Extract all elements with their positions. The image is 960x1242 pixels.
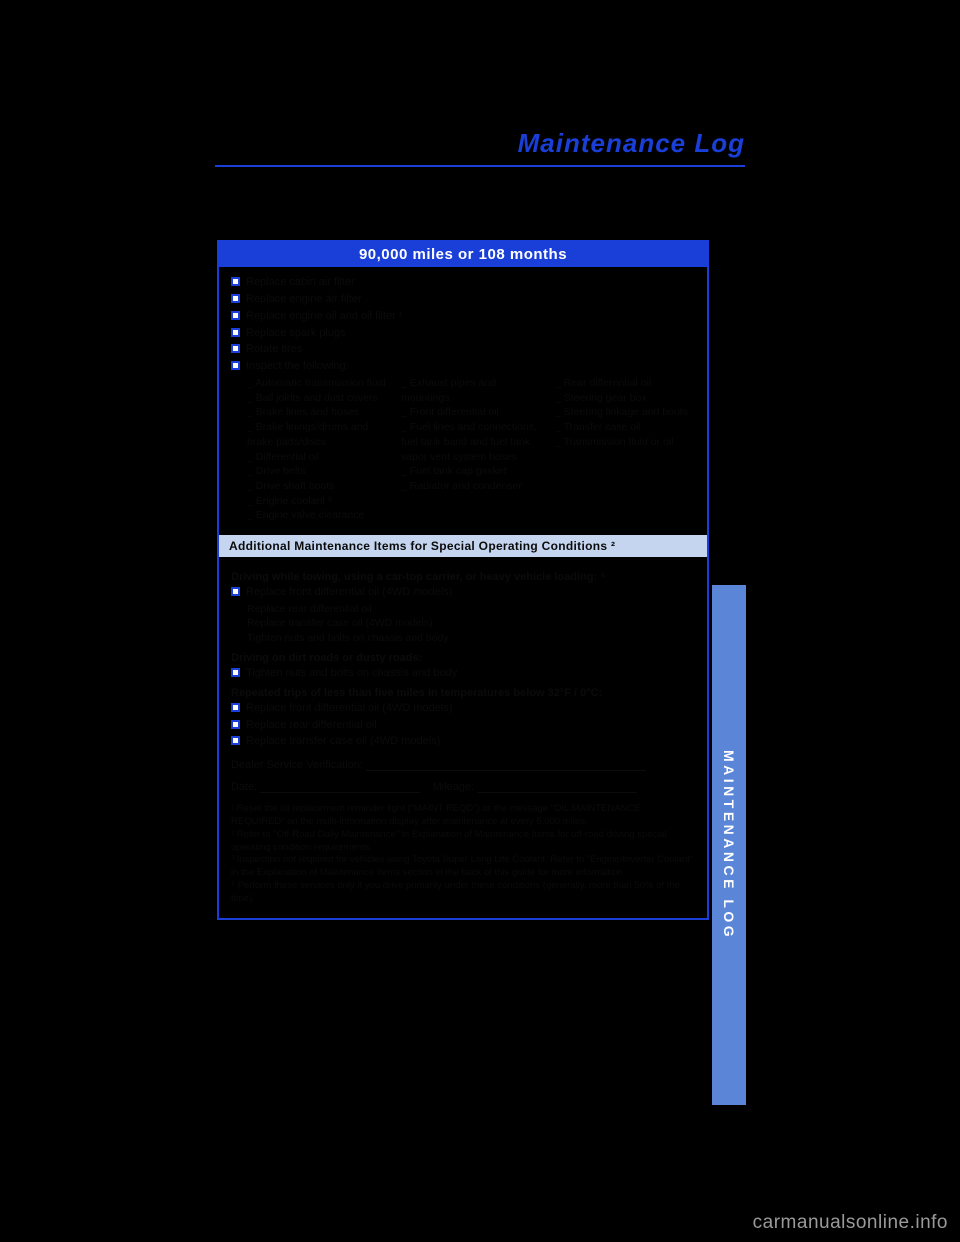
inspect-item: _ Drive shaft boots: [247, 479, 387, 494]
cond-item: Replace rear differential oil: [246, 718, 377, 733]
checkbox-icon[interactable]: [231, 720, 240, 729]
page-title: Maintenance Log: [518, 128, 745, 159]
section-tab: MAINTENANCE LOG: [712, 585, 746, 1105]
date-line[interactable]: [260, 792, 420, 793]
cond-item: Replace transfer case oil (4WD models): [246, 734, 440, 749]
footnote: ⁵ Perform these services only if you dri…: [231, 880, 695, 906]
watermark: carmanualsonline.info: [753, 1212, 948, 1234]
checkbox-icon[interactable]: [231, 736, 240, 745]
inspect-item: _ Differential oil: [247, 450, 387, 465]
header-divider: [215, 165, 745, 167]
cond-item: Replace rear differential oil: [247, 602, 695, 617]
check-item: Replace cabin air filter: [246, 275, 355, 290]
footnote: ³ Inspection not required for vehicles u…: [231, 854, 695, 880]
inspect-item: _ Exhaust pipes and mountings: [401, 376, 541, 405]
special-conditions-body: Driving while towing, using a car-top ca…: [219, 557, 707, 918]
inspect-item: _ Front differential oil: [401, 405, 541, 420]
mileage-banner: 90,000 miles or 108 months: [219, 242, 707, 267]
mileage-line[interactable]: [477, 792, 637, 793]
checkbox-icon[interactable]: [231, 328, 240, 337]
dealer-label: Dealer Service Verification:: [231, 759, 363, 771]
inspect-item: _ Rear differential oil: [555, 376, 695, 391]
inspect-item: _ Radiator and condenser: [401, 479, 541, 494]
cond-item: Tighten nuts and bolts on chassis and bo…: [246, 666, 457, 681]
checkbox-icon[interactable]: [231, 311, 240, 320]
inspect-item: _ Steering linkage and boots: [555, 405, 695, 420]
signature-block: Dealer Service Verification: Date: Milea…: [231, 759, 695, 793]
check-item: Inspect the following:: [246, 359, 349, 374]
checkbox-icon[interactable]: [231, 703, 240, 712]
inspect-item: _ Brake lines and hoses: [247, 405, 387, 420]
inspect-item: _ Engine coolant ³: [247, 494, 387, 509]
footnote: ² Refer to "Off-Road Daily Maintenance" …: [231, 829, 695, 855]
inspect-item: _ Fuel tank cap gasket: [401, 464, 541, 479]
inspect-item: _ Steering gear box: [555, 391, 695, 406]
maintenance-box: 90,000 miles or 108 months Replace cabin…: [217, 240, 709, 920]
inspect-item: _ Drive belts: [247, 464, 387, 479]
checkbox-icon[interactable]: [231, 277, 240, 286]
inspect-item: _ Engine valve clearance: [247, 508, 387, 523]
checkbox-icon[interactable]: [231, 294, 240, 303]
date-label: Date:: [231, 781, 257, 793]
cond-item: Replace front differential oil (4WD mode…: [246, 585, 452, 600]
checkbox-icon[interactable]: [231, 668, 240, 677]
inspect-columns: _ Automatic transmission fluid _ Ball jo…: [247, 376, 695, 523]
footnote: ¹ Reset the oil replacement reminder lig…: [231, 803, 695, 829]
footnotes: ¹ Reset the oil replacement reminder lig…: [231, 803, 695, 906]
checkbox-icon[interactable]: [231, 361, 240, 370]
section-tab-label: MAINTENANCE LOG: [721, 750, 737, 940]
condition-heading: Driving while towing, using a car-top ca…: [231, 571, 695, 583]
cond-item: Replace transfer case oil (4WD models): [247, 616, 695, 631]
inspect-item: _ Brake linings/drums and brake pads/dis…: [247, 420, 387, 449]
check-item: Replace engine oil and oil filter ¹: [246, 309, 403, 324]
checkbox-icon[interactable]: [231, 587, 240, 596]
mileage-label: Mileage:: [433, 781, 475, 793]
inspect-item: _ Automatic transmission fluid: [247, 376, 387, 391]
condition-heading: Repeated trips of less than five miles i…: [231, 687, 695, 699]
check-item: Rotate tires: [246, 342, 302, 357]
inspect-item: _ Transfer case oil: [555, 420, 695, 435]
checkbox-icon[interactable]: [231, 344, 240, 353]
condition-heading: Driving on dirt roads or dusty roads:: [231, 652, 695, 664]
inspect-item: _ Ball joints and dust covers: [247, 391, 387, 406]
check-item: Replace engine air filter: [246, 292, 362, 307]
cond-item: Tighten nuts and bolts on chassis and bo…: [247, 631, 695, 646]
cond-item: Replace front differential oil (4WD mode…: [246, 701, 452, 716]
inspect-item: _ Transmission fluid or oil: [555, 435, 695, 450]
inspect-item: _ Fuel lines and connections, fuel tank …: [401, 420, 541, 464]
check-item: Replace spark plugs: [246, 326, 346, 341]
special-conditions-banner: Additional Maintenance Items for Special…: [219, 535, 707, 557]
dealer-signature-line[interactable]: [366, 770, 646, 771]
primary-checks: Replace cabin air filter Replace engine …: [219, 267, 707, 535]
